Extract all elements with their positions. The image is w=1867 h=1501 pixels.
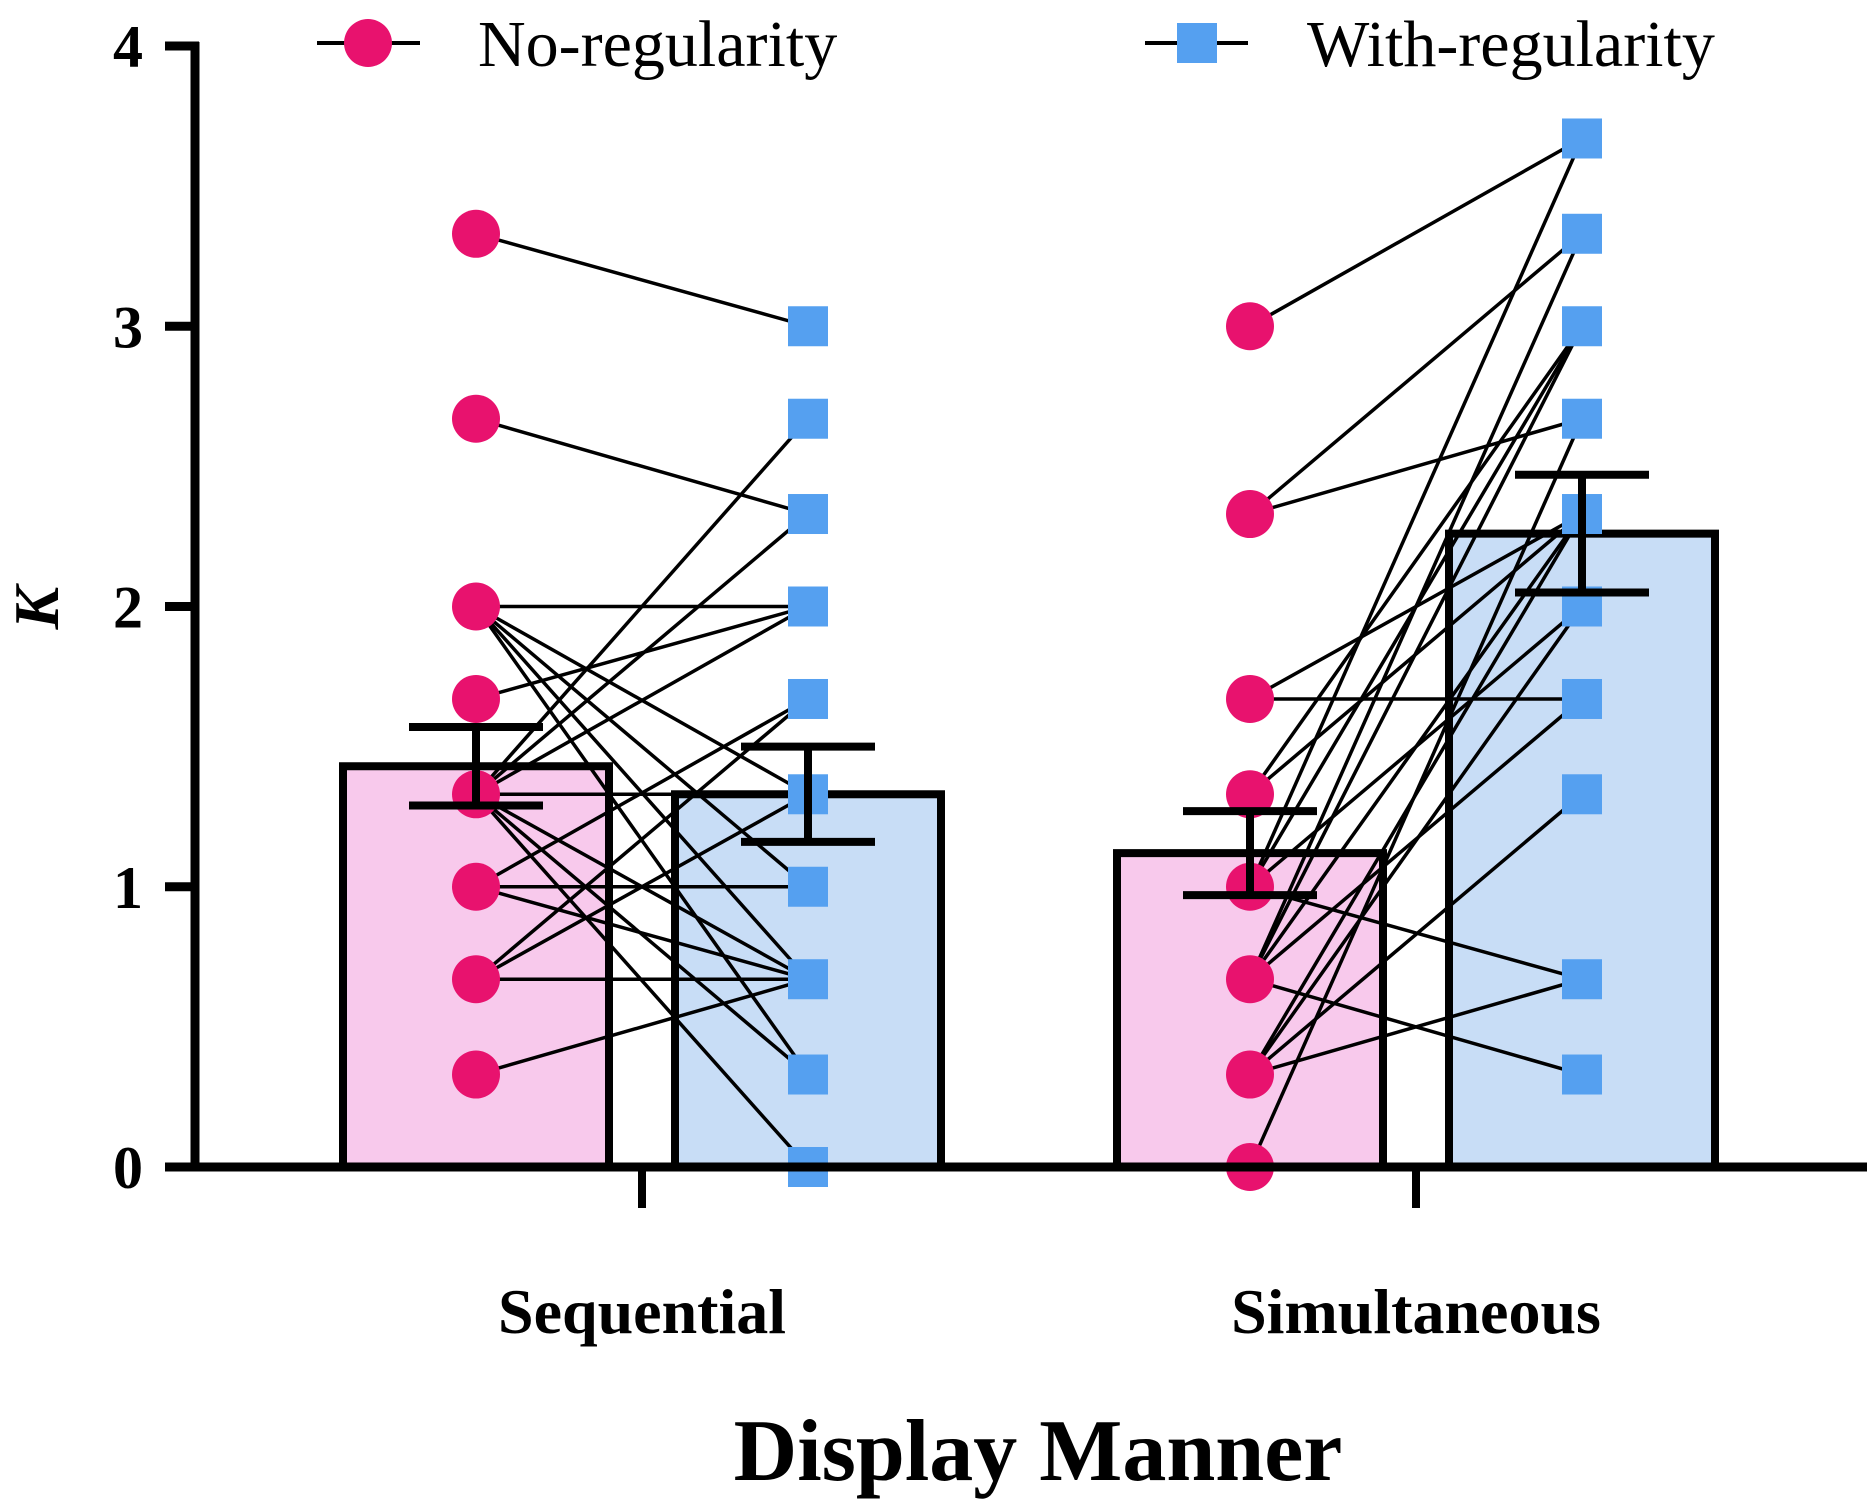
- legend-marker-with-regularity: [1177, 23, 1217, 63]
- point-no-regularity: [452, 674, 500, 723]
- legend-label-with-regularity: With-regularity: [1307, 8, 1715, 81]
- legend-label-no-regularity: No-regularity: [478, 8, 837, 81]
- paired-line-simultaneous-19: [1249, 977, 1583, 1077]
- point-no-regularity: [452, 582, 500, 631]
- paired-line-sequential-15: [475, 697, 809, 889]
- x-tick-label-simultaneous: Simultaneous: [1231, 1276, 1601, 1347]
- point-with-regularity: [1562, 118, 1602, 159]
- x-tick-label-sequential: Sequential: [498, 1276, 786, 1347]
- point-no-regularity: [1226, 674, 1274, 723]
- paired-line-simultaneous-0: [1249, 136, 1583, 328]
- point-with-regularity: [788, 586, 828, 627]
- point-no-regularity: [1226, 770, 1274, 819]
- point-with-regularity: [788, 866, 828, 907]
- paired-line-simultaneous-7: [1248, 137, 1584, 888]
- point-no-regularity: [452, 394, 500, 443]
- points-layer: [452, 118, 1602, 1191]
- point-no-regularity: [1226, 302, 1274, 351]
- paired-line-simultaneous-5: [1248, 325, 1584, 796]
- paired-line-simultaneous-11: [1248, 233, 1584, 980]
- point-no-regularity: [1226, 1050, 1274, 1099]
- paired-line-sequential-1: [475, 417, 809, 516]
- y-tick-label-0: 0: [113, 1135, 143, 1201]
- point-with-regularity: [1562, 959, 1602, 1000]
- x-axis-title: Display Manner: [734, 1403, 1343, 1500]
- paired-line-sequential-21: [475, 977, 809, 1077]
- bars-layer: [339, 529, 1719, 1172]
- point-no-regularity: [452, 955, 500, 1004]
- point-no-regularity: [452, 1050, 500, 1099]
- paired-line-sequential-10: [475, 604, 809, 796]
- ticks-layer: 0 1 2 3 4: [113, 14, 1420, 1208]
- y-tick-label-1: 1: [113, 855, 143, 921]
- point-no-regularity: [1226, 955, 1274, 1004]
- point-with-regularity: [788, 494, 828, 535]
- point-with-regularity: [1562, 678, 1602, 719]
- paired-line-simultaneous-12: [1248, 325, 1584, 981]
- y-tick-label-2: 2: [113, 575, 143, 641]
- point-no-regularity: [452, 862, 500, 911]
- point-with-regularity: [788, 1054, 828, 1095]
- point-with-regularity: [1562, 774, 1602, 815]
- y-tick-label-4: 4: [113, 14, 143, 80]
- paired-line-sequential-17: [475, 885, 809, 981]
- y-axis-title: K: [1, 582, 72, 630]
- point-with-regularity: [1562, 1054, 1602, 1095]
- legend: No-regularity With-regularity: [317, 8, 1715, 81]
- paired-line-simultaneous-20: [1248, 418, 1584, 1168]
- paired-line-simultaneous-2: [1249, 417, 1583, 516]
- paired-line-sequential-8: [474, 417, 810, 796]
- point-no-regularity: [452, 209, 500, 258]
- y-tick-label-3: 3: [113, 294, 143, 360]
- paired-line-simultaneous-18: [1248, 792, 1584, 1076]
- point-with-regularity: [1562, 306, 1602, 347]
- point-with-regularity: [788, 398, 828, 439]
- paired-lines-layer: [474, 136, 1584, 1169]
- point-with-regularity: [788, 306, 828, 347]
- point-with-regularity: [788, 678, 828, 719]
- error-bars-layer: [409, 470, 1649, 900]
- paired-line-sequential-0: [475, 232, 809, 328]
- point-no-regularity: [1226, 490, 1274, 539]
- paired-line-sequential-19: [475, 792, 809, 981]
- paired-line-simultaneous-1: [1248, 232, 1584, 516]
- point-with-regularity: [788, 959, 828, 1000]
- point-with-regularity: [1562, 398, 1602, 439]
- point-with-regularity: [1562, 213, 1602, 254]
- legend-marker-no-regularity: [344, 19, 392, 67]
- paired-line-simultaneous-17: [1248, 605, 1584, 1076]
- paired-line-sequential-9: [474, 512, 810, 796]
- labels-layer: K Display Manner Sequential Simultaneous: [1, 582, 1601, 1500]
